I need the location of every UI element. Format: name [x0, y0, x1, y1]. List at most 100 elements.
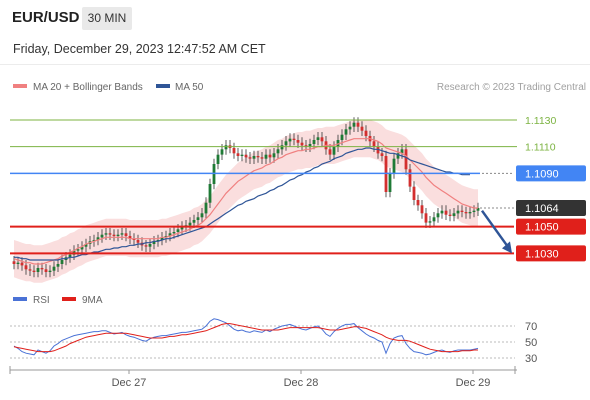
candle-body — [188, 222, 192, 226]
candle-body — [308, 144, 312, 147]
level-label: 1.1110 — [525, 142, 556, 154]
level-badge-text: 1.1090 — [525, 168, 559, 180]
candle-body — [244, 154, 248, 158]
header-divider — [0, 64, 590, 65]
candle-body — [164, 236, 168, 238]
legend-swatch-ma20 — [13, 84, 27, 88]
candle-body — [400, 149, 404, 154]
candle-body — [200, 213, 204, 218]
candle-body — [360, 126, 364, 131]
candle-body — [84, 244, 88, 247]
symbol-label: EUR/USD — [12, 9, 80, 26]
candle-body — [432, 217, 436, 222]
candle-body — [68, 254, 72, 258]
candle-body — [416, 200, 420, 206]
candle-body — [412, 186, 416, 200]
rsi-series-line — [13, 318, 479, 356]
candle-body — [204, 202, 208, 214]
legend-swatch-rsi — [13, 297, 27, 301]
price-legend: MA 20 + Bollinger Bands MA 50 Research ©… — [13, 82, 586, 93]
candle-body — [52, 266, 56, 271]
candle-body — [124, 233, 128, 236]
candle-body — [304, 145, 308, 147]
candle-body — [116, 234, 120, 236]
support-text: 1.1050 — [525, 222, 559, 234]
forecast-arrow-shaft — [480, 209, 511, 250]
candle-body — [460, 210, 464, 212]
legend-swatch-ma50 — [156, 84, 170, 88]
candle-body — [16, 262, 20, 264]
support-badge — [516, 218, 586, 235]
candle-body — [56, 264, 60, 267]
candle-body — [376, 146, 380, 154]
candle-body — [476, 208, 480, 211]
candle-body — [320, 137, 324, 142]
candle-body — [100, 234, 104, 238]
candle-body — [292, 138, 296, 140]
candle-body — [264, 154, 268, 159]
price-levels: 1.1130 1.1110 1.1090 1.1064 1.1050 1.1030 — [10, 115, 586, 262]
candle-body — [120, 233, 124, 235]
legend-label-rsi: RSI — [33, 295, 50, 306]
ma20-line — [13, 138, 478, 265]
candle-body — [276, 149, 280, 154]
candle-body — [128, 236, 132, 239]
level-label: 1.1130 — [525, 115, 556, 127]
candle-body — [80, 246, 84, 250]
candle-body — [224, 145, 228, 150]
candle-body — [232, 148, 236, 154]
candle-body — [92, 240, 96, 242]
candle-body — [32, 270, 36, 272]
x-axis-label: Dec 27 — [112, 377, 147, 389]
credit-text: Research © 2023 Trading Central — [437, 82, 586, 93]
candle-body — [76, 249, 80, 251]
candle-body — [340, 134, 344, 140]
timeframe-badge[interactable]: 30 MIN — [82, 7, 132, 30]
candle-body — [424, 213, 428, 223]
rsi-tick-label: 50 — [525, 337, 537, 349]
rsi-plot: 30 50 70 — [10, 318, 537, 365]
candle-body — [24, 265, 28, 270]
candle-body — [112, 234, 116, 236]
price-plot — [12, 117, 480, 283]
candle-body — [176, 229, 180, 232]
candle-body — [284, 141, 288, 146]
candle-body — [472, 210, 476, 212]
candle-body — [420, 205, 424, 214]
candle-body — [440, 210, 444, 214]
candle-body — [104, 233, 108, 235]
candle-body — [392, 158, 396, 174]
candle-body — [160, 237, 164, 240]
candle-body — [396, 153, 400, 159]
x-axis: Dec 27 Dec 28 Dec 29 — [9, 366, 516, 389]
legend-label-ma50: MA 50 — [175, 82, 204, 93]
candle-body — [272, 153, 276, 158]
candle-body — [296, 140, 300, 143]
candle-body — [36, 268, 40, 272]
candle-body — [448, 214, 452, 216]
candle-body — [220, 149, 224, 155]
candle-body — [464, 212, 468, 214]
candle-body — [268, 154, 272, 158]
candle-body — [356, 122, 360, 127]
candle-body — [456, 210, 460, 214]
candle-body — [364, 130, 368, 136]
chart-header: EUR/USD 30 MIN — [0, 0, 590, 38]
candle-body — [240, 154, 244, 156]
support-badge — [516, 245, 586, 262]
candle-body — [12, 261, 16, 264]
candle-body — [256, 156, 260, 158]
candle-body — [172, 232, 176, 234]
level-badge — [516, 165, 586, 182]
last-price-badge — [516, 200, 586, 216]
x-axis-label: Dec 28 — [284, 377, 319, 389]
last-price-text: 1.1064 — [525, 203, 559, 215]
candle-body — [44, 269, 48, 272]
candle-body — [168, 233, 172, 236]
timestamp: Friday, December 29, 2023 12:47:52 AM CE… — [13, 42, 266, 56]
candle-body — [372, 141, 376, 147]
candle-body — [40, 268, 44, 270]
candle-body — [196, 217, 200, 220]
candle-body — [428, 221, 432, 223]
